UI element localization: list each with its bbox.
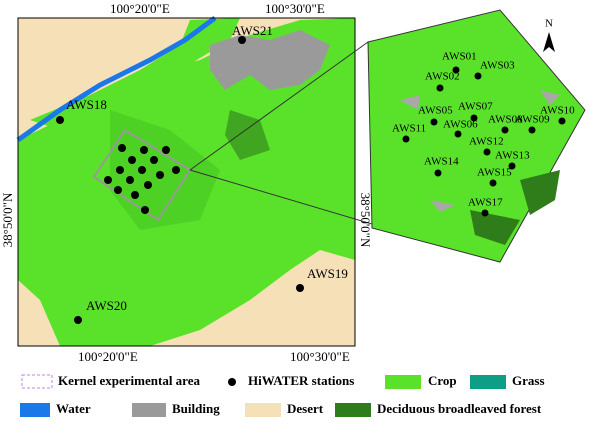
legend-station-swatch	[228, 378, 236, 386]
station-dot	[56, 116, 64, 124]
station-dot	[483, 148, 491, 156]
station-label: AWS12	[469, 136, 504, 148]
station-label: AWS08	[488, 114, 523, 126]
legend-forest-swatch	[335, 403, 371, 417]
building-area	[400, 90, 560, 212]
station-dot	[172, 166, 180, 174]
legend-desert-swatch	[245, 403, 281, 417]
station-dot	[528, 126, 536, 134]
inset-map: AWS01 AWS02 AWS03 AWS05 AWS06 AWS07AWS08AWS09…	[367, 9, 586, 263]
station-dot	[430, 118, 438, 126]
station-dot	[140, 146, 148, 154]
coordinate-label: 100°20'0"E	[110, 1, 170, 16]
station-label: AWS15	[477, 167, 512, 179]
station-dot	[452, 66, 460, 74]
main-map: 100°20'0"E 100°30'0"E 100°20'0"E 100°30'…	[0, 1, 501, 364]
station-label: AWS13	[495, 150, 530, 162]
crop-area	[30, 18, 240, 130]
station-dot	[470, 114, 478, 122]
legend-grass-swatch	[470, 375, 506, 389]
station-label: AWS20	[86, 298, 127, 313]
crop-texture	[110, 110, 220, 230]
station-dot	[434, 169, 442, 177]
legend-label: HiWATER stations	[248, 373, 354, 388]
legend-label: Water	[56, 401, 91, 416]
north-label: N	[545, 18, 553, 30]
station-dot	[481, 209, 489, 217]
station-label: AWS03	[480, 60, 515, 72]
forest-area	[470, 170, 560, 245]
legend: Kernel experimental area HiWATER station…	[20, 373, 545, 417]
station-dot	[74, 316, 82, 324]
station-dot	[138, 166, 146, 174]
map-frame	[17, 17, 356, 347]
station-dot	[126, 176, 134, 184]
station-dot	[144, 181, 152, 189]
station-dot	[501, 126, 509, 134]
legend-label: Building	[172, 401, 220, 416]
station-dot	[162, 146, 170, 154]
station-label: AWS21	[232, 23, 273, 38]
station-dot	[128, 156, 136, 164]
station-label: AWS19	[307, 266, 348, 281]
station-dot	[296, 284, 304, 292]
legend-label: Desert	[287, 401, 324, 416]
station-label: AWS18	[66, 97, 107, 112]
station-label: AWS02	[425, 71, 460, 83]
station-dot	[141, 206, 149, 214]
legend-label: Kernel experimental area	[58, 373, 200, 388]
station-label: AWS05	[418, 105, 453, 117]
station-dot	[118, 144, 126, 152]
station-dot	[474, 72, 482, 80]
station-dot	[116, 166, 124, 174]
coordinate-label: 100°20'0"E	[78, 349, 138, 364]
station-dot	[238, 36, 246, 44]
zoom-line	[189, 41, 369, 171]
legend-label: Deciduous broadleaved forest	[377, 401, 542, 416]
north-arrow	[543, 32, 555, 52]
forest-area	[225, 110, 270, 160]
station-label: AWS01	[442, 51, 477, 63]
legend-label: Crop	[428, 373, 457, 388]
legend-building-swatch	[132, 403, 166, 417]
station-label: AWS06	[443, 119, 478, 131]
coordinate-label: 38°50'0"N	[358, 193, 373, 248]
station-label: AWS09	[515, 114, 550, 126]
station-dot	[436, 84, 444, 92]
station-label: AWS10	[540, 105, 575, 117]
station-dot	[156, 171, 164, 179]
legend-kernel-swatch	[21, 374, 53, 389]
station-label: AWS14	[424, 156, 459, 168]
station-dot	[131, 191, 139, 199]
station-label: AWS11	[392, 123, 426, 135]
station-dot	[402, 135, 410, 143]
coordinate-label: 38°50'0"N	[0, 192, 15, 247]
coordinate-label: 100°30'0"E	[290, 349, 350, 364]
legend-water-swatch	[20, 403, 50, 417]
river	[16, 15, 217, 143]
legend-crop-swatch	[385, 375, 421, 389]
station-dot	[104, 176, 112, 184]
coordinate-label: 100°30'0"E	[265, 1, 325, 16]
station-dot	[558, 117, 566, 125]
station-dot	[508, 162, 516, 170]
legend-label: Grass	[512, 373, 545, 388]
station-label: AWS07	[458, 101, 493, 113]
station-dot	[454, 130, 462, 138]
station-label: AWS17	[468, 197, 503, 209]
building-area	[210, 30, 330, 90]
station-dot	[150, 156, 158, 164]
station-dot	[114, 186, 122, 194]
station-dot	[489, 179, 497, 187]
